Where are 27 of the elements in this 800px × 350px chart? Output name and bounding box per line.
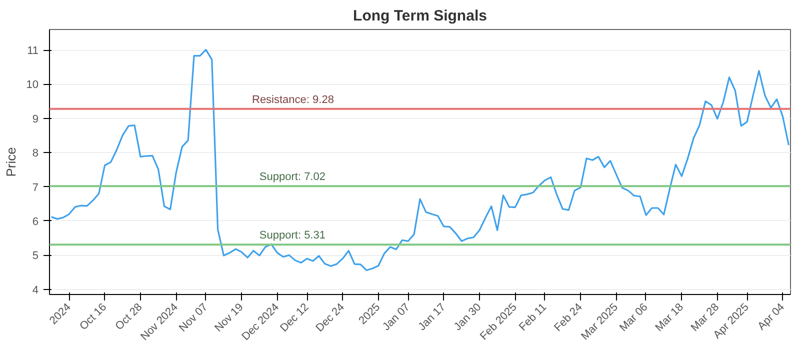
- y-tick-label: 9: [32, 113, 39, 126]
- x-tick-label: Feb 24: [552, 301, 585, 334]
- y-tick-label: 8: [32, 148, 39, 160]
- ref-line-label: Resistance: 9.28: [252, 94, 334, 106]
- x-tick-label: Mar 06: [618, 301, 650, 334]
- x-tick-label: Jan 30: [452, 301, 484, 334]
- x-tick-label: Jan 07: [380, 301, 412, 334]
- y-tick-label: 6: [32, 216, 39, 228]
- chart-title: Long Term Signals: [353, 8, 487, 24]
- x-tick-label: Oct 28: [113, 301, 145, 333]
- x-tick-label: Feb 11: [517, 301, 550, 334]
- x-tick-label: Dec 24: [314, 301, 347, 334]
- x-tick-label: Dec 12: [278, 301, 312, 334]
- ref-line-label: Support: 5.31: [259, 230, 326, 242]
- y-tick-label: 11: [27, 45, 39, 58]
- x-tick-label: Jan 17: [416, 301, 448, 334]
- y-tick-label: 4: [32, 284, 39, 296]
- y-tick-label: 10: [26, 79, 39, 92]
- y-axis-title: Price: [3, 147, 18, 177]
- x-tick-label: Mar 18: [653, 301, 686, 334]
- x-tick-label: Apr 04: [756, 301, 788, 333]
- line-series: [50, 48, 790, 272]
- ref-line-label: Support: 7.02: [259, 171, 326, 184]
- x-tick-label: Oct 16: [78, 301, 110, 333]
- x-tick-label: Nov 07: [177, 301, 210, 334]
- y-tick-label: 5: [32, 250, 39, 262]
- y-tick-label: 7: [32, 182, 39, 194]
